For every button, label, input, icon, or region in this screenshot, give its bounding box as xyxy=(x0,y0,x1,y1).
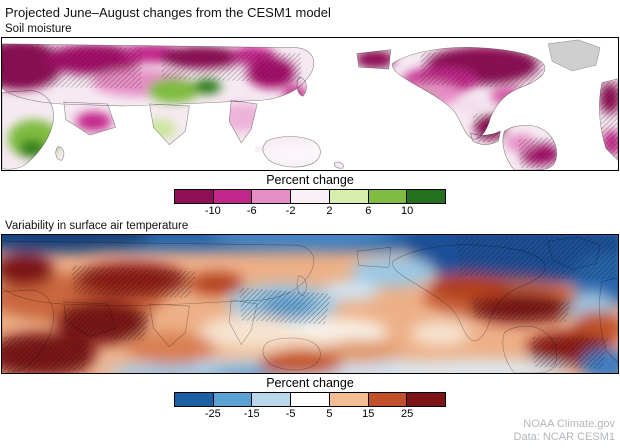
colorbar-segment xyxy=(328,393,368,406)
colorbar-title: Percent change xyxy=(266,173,354,187)
colorbar-tick-labels: -10 -6 -2 2 6 10 xyxy=(174,204,446,218)
colorbar-tick-label: 6 xyxy=(365,205,372,217)
panel-temperature-variability-label: Variability in surface air temperature xyxy=(5,220,189,232)
colorbar-segments xyxy=(174,189,446,204)
colorbar-tick-label: -10 xyxy=(204,205,221,217)
colorbar-tick-label: -15 xyxy=(243,408,260,420)
coastlines xyxy=(2,236,618,373)
temperature-variability-map-svg xyxy=(2,235,618,373)
significance-hatching xyxy=(2,45,618,169)
colorbar-tick-label: 10 xyxy=(401,205,414,217)
soil-moisture-map xyxy=(1,37,619,171)
soil-moisture-map-svg xyxy=(2,38,618,170)
credits: NOAA Climate.gov Data: NCAR CESM1 xyxy=(514,418,615,446)
colorbar-title: Percent change xyxy=(266,376,354,390)
panel-soil-moisture: Soil moisture xyxy=(0,21,620,218)
colorbar-segments xyxy=(174,392,446,407)
panel-temperature-variability: Variability in surface air temperature xyxy=(0,218,620,421)
colorbar-segment xyxy=(251,190,291,203)
colorbar-segment xyxy=(251,393,291,406)
colorbar-tick-label: 5 xyxy=(326,408,333,420)
colorbar-segment xyxy=(212,393,252,406)
temperature-variability-colorbar: Percent change -25 -15 -5 5 15 25 xyxy=(174,376,446,421)
colorbar-segment xyxy=(212,190,252,203)
credit-data-source: Data: NCAR CESM1 xyxy=(513,431,615,444)
colorbar-tick-label: -6 xyxy=(246,205,257,217)
colorbar-segment xyxy=(367,190,407,203)
colorbar-tick-label: 2 xyxy=(326,205,333,217)
colorbar-segment xyxy=(367,393,407,406)
greenland-no-data xyxy=(547,39,601,72)
coastlines xyxy=(2,43,618,170)
colorbar-segment xyxy=(290,393,329,406)
significance-hatching xyxy=(3,237,617,371)
panel-soil-moisture-label: Soil moisture xyxy=(5,23,72,35)
colorbar-tick-labels: -25 -15 -5 5 15 25 xyxy=(174,407,446,421)
colorbar-segment xyxy=(328,190,368,203)
credit-noaa: NOAA Climate.gov xyxy=(523,417,615,430)
colorbar-segment xyxy=(406,190,446,203)
soil-moisture-colorbar: Percent change -10 -6 -2 2 6 10 xyxy=(174,173,446,218)
colorbar-tick-label: 25 xyxy=(401,408,414,420)
colorbar-tick-label: -2 xyxy=(285,205,296,217)
colorbar-segment xyxy=(175,190,213,203)
colorbar-tick-label: 15 xyxy=(362,408,375,420)
colorbar-tick-label: -25 xyxy=(204,408,221,420)
colorbar-segment xyxy=(406,393,446,406)
colorbar-segment xyxy=(175,393,213,406)
colorbar-tick-label: -5 xyxy=(285,408,296,420)
colorbar-segment xyxy=(290,190,329,203)
temperature-variability-map xyxy=(1,234,619,374)
figure-title: Projected June–August changes from the C… xyxy=(5,5,331,20)
